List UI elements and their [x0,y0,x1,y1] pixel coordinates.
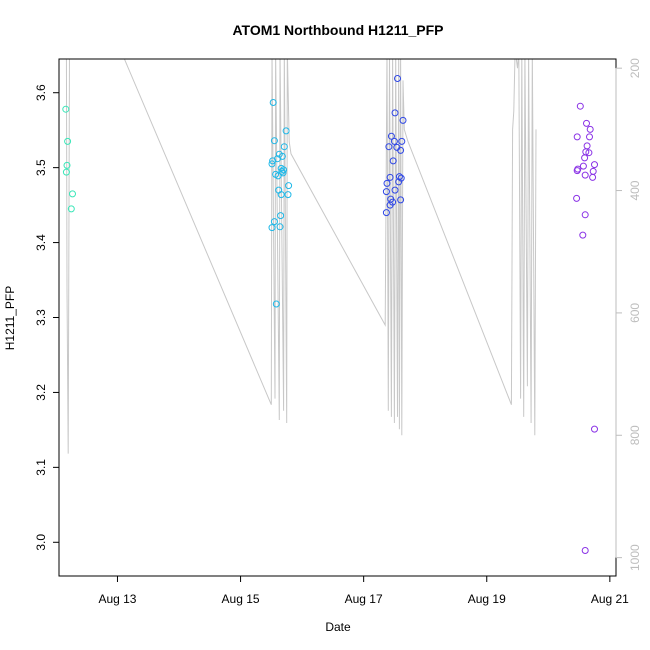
data-point [280,143,288,151]
data-point [579,231,587,239]
data-point [268,160,276,168]
y-axis-label: H1211_PFP [3,286,17,350]
data-point [274,172,282,180]
data-point [278,152,286,160]
data-point [382,188,390,196]
y-tick-label: 3.0 [34,534,48,551]
data-point [581,211,589,219]
right-tick-label: 200 [628,58,642,78]
x-tick-label: Aug 17 [345,592,383,606]
y-tick-label: 3.5 [34,159,48,176]
data-point [276,223,284,231]
point-layer [62,75,598,554]
data-point [382,209,390,217]
data-point [270,137,278,145]
data-point [277,212,285,220]
y-tick-label: 3.1 [34,459,48,476]
data-point [395,178,403,186]
chart-title: ATOM1 Northbound H1211_PFP [232,22,443,38]
data-point [394,75,401,82]
y-tick-label: 3.2 [34,384,48,401]
data-point [386,173,394,181]
data-point [62,105,70,113]
right-tick-label: 600 [628,303,642,323]
data-point [573,133,581,141]
right-axis: 200 400 600 800 1000 [615,58,642,571]
x-tick-label: Aug 13 [98,592,136,606]
data-point [279,169,287,177]
right-tick-label: 400 [628,180,642,200]
data-point [583,119,590,127]
data-point [589,173,597,181]
data-point [397,196,405,204]
y-tick-label: 3.3 [34,309,48,326]
data-point [64,137,72,145]
data-point [579,162,587,170]
data-point [399,116,407,124]
x-tick-label: Aug 21 [591,592,629,606]
data-point [586,125,594,133]
pressure-line [65,59,537,454]
data-point [583,142,591,150]
data-point [278,167,286,175]
right-tick-label: 1000 [628,544,642,571]
data-point [270,218,278,226]
data-point [285,182,293,190]
x-tick-label: Aug 19 [468,592,506,606]
y-tick-label: 3.6 [34,84,48,101]
y-tick-label: 3.4 [34,234,48,251]
x-tick-label: Aug 15 [222,592,260,606]
data-point [268,224,276,232]
data-point [69,190,76,198]
data-point [63,161,71,169]
right-tick-label: 800 [628,425,642,445]
data-point [387,132,395,140]
data-point [589,167,597,175]
data-point [395,173,403,181]
data-point [383,179,391,187]
data-point [576,102,584,110]
data-point [581,171,589,179]
data-point [586,133,593,141]
data-point [398,137,406,145]
x-axis: Aug 13 Aug 15 Aug 17 Aug 19 Aug 21 [98,576,629,606]
data-point [67,205,75,213]
data-point [391,186,399,194]
data-point [581,154,589,162]
data-point [573,167,581,175]
data-point [62,168,70,176]
data-point [277,191,285,199]
data-point [585,149,593,157]
data-point [397,146,405,154]
data-point [280,166,288,174]
y-axis: 3.0 3.1 3.2 3.3 3.4 3.5 3.6 [34,84,59,551]
data-point [385,143,393,151]
data-point [282,127,290,135]
data-point [581,547,589,554]
data-point [284,191,292,199]
data-point [272,300,280,308]
data-point [389,157,397,165]
data-point [591,425,598,433]
data-point [386,201,394,209]
data-point [390,137,398,145]
x-axis-label: Date [325,620,351,634]
data-point [269,99,277,106]
data-point [573,194,581,202]
data-point [591,161,598,169]
data-point [391,109,399,117]
line-layer [65,59,537,454]
